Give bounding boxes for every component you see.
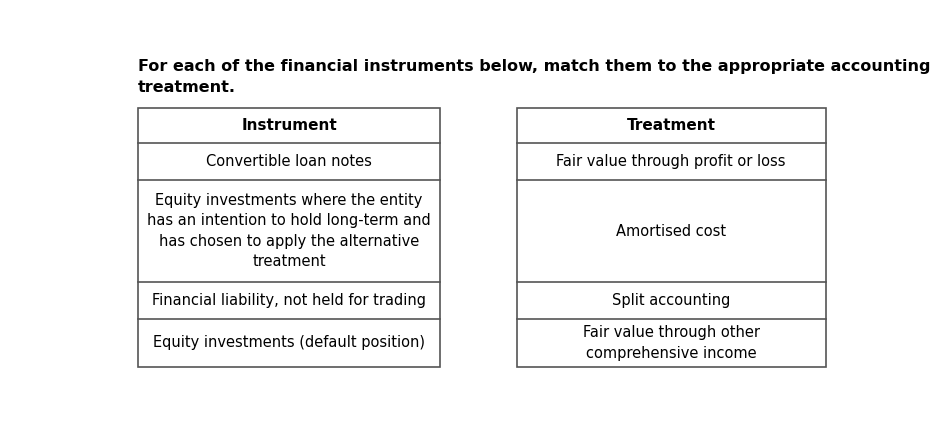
Bar bbox=[138, 108, 440, 367]
Text: Amortised cost: Amortised cost bbox=[616, 223, 727, 239]
Text: Equity investments where the entity
has an intention to hold long-term and
has c: Equity investments where the entity has … bbox=[148, 193, 431, 269]
Text: Split accounting: Split accounting bbox=[612, 293, 730, 308]
Text: For each of the financial instruments below, match them to the appropriate accou: For each of the financial instruments be… bbox=[138, 59, 931, 74]
Text: Instrument: Instrument bbox=[242, 118, 337, 133]
Text: Equity investments (default position): Equity investments (default position) bbox=[153, 335, 425, 350]
Text: Financial liability, not held for trading: Financial liability, not held for tradin… bbox=[152, 293, 426, 308]
Bar bbox=[517, 108, 825, 367]
Text: Fair value through other
comprehensive income: Fair value through other comprehensive i… bbox=[583, 325, 760, 361]
Text: Fair value through profit or loss: Fair value through profit or loss bbox=[556, 154, 786, 169]
Text: treatment.: treatment. bbox=[138, 80, 236, 95]
Text: Treatment: Treatment bbox=[627, 118, 715, 133]
Text: Convertible loan notes: Convertible loan notes bbox=[206, 154, 372, 169]
